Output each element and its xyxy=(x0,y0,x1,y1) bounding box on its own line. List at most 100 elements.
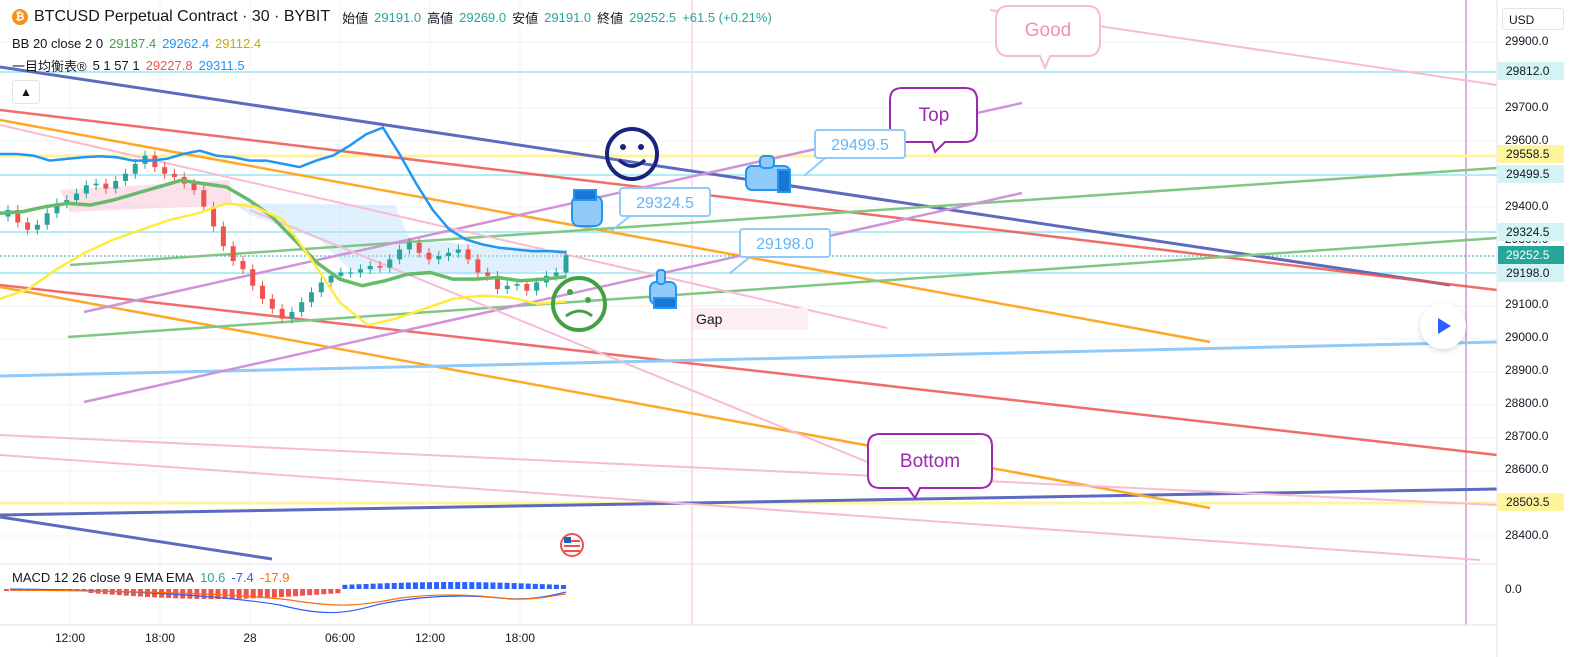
price-callout-1-text: 29499.5 xyxy=(831,137,889,154)
candle-body xyxy=(338,272,344,276)
play-icon[interactable] xyxy=(1420,303,1466,349)
candle-body xyxy=(260,285,266,299)
candle-body xyxy=(494,275,500,289)
low-label: 安値 xyxy=(512,10,539,26)
price-tick: 28600.0 xyxy=(1505,462,1549,477)
price-tag[interactable]: 29198.0 xyxy=(1498,264,1564,283)
gap-label: Gap xyxy=(696,311,723,327)
candle-body xyxy=(436,256,442,260)
macd-name[interactable]: MACD 12 26 close 9 EMA EMA xyxy=(12,570,195,585)
price-tick: 29700.0 xyxy=(1505,99,1549,114)
bb-upper: 29262.4 xyxy=(162,35,210,51)
candle-body xyxy=(171,173,177,178)
pointing-hand-icon[interactable] xyxy=(745,155,791,193)
candle-body xyxy=(54,203,60,214)
candle-body xyxy=(377,265,383,268)
sad-face-icon[interactable] xyxy=(551,276,607,332)
macd-bar xyxy=(222,589,228,599)
pointing-hand-icon-2[interactable] xyxy=(571,189,603,227)
candle-body xyxy=(74,193,80,201)
price-tag[interactable]: 29812.0 xyxy=(1498,61,1564,80)
symbol-title[interactable]: BTCUSD Perpetual Contract · 30 · BYBIT xyxy=(34,8,331,25)
macd-bar xyxy=(335,589,341,594)
macd-bar xyxy=(4,589,9,591)
macd-bar xyxy=(363,583,369,589)
macd-bar xyxy=(342,584,348,589)
price-tag[interactable]: 29324.5 xyxy=(1498,222,1564,241)
ichimoku-v2: 29311.5 xyxy=(198,57,245,73)
price-callout-2[interactable]: 29324.5 xyxy=(609,187,711,233)
price-tick: 29000.0 xyxy=(1505,330,1549,345)
macd-bar xyxy=(286,589,291,597)
price-tag[interactable]: 29252.5 xyxy=(1498,246,1564,265)
macd-bar xyxy=(384,583,390,589)
candle-body xyxy=(25,222,31,230)
candle-body xyxy=(34,224,40,230)
time-tick: 28 xyxy=(243,631,257,645)
price-axis-bg xyxy=(1497,0,1575,657)
currency-button[interactable]: USD xyxy=(1502,8,1564,30)
us-flag-icon[interactable] xyxy=(560,533,584,557)
bb-name[interactable]: BB 20 close 2 0 xyxy=(12,35,104,51)
macd-bar xyxy=(518,583,524,589)
candle-body xyxy=(563,255,569,273)
bb-upper-line xyxy=(0,126,567,254)
candle-body xyxy=(367,265,373,270)
candle-body xyxy=(475,259,481,273)
macd-bar xyxy=(356,584,362,589)
macd-bar xyxy=(497,582,503,589)
candle-body xyxy=(397,249,403,260)
smiley-icon[interactable] xyxy=(605,127,659,181)
bb-lower: 29112.4 xyxy=(215,35,262,51)
chevron-up-icon[interactable]: ▲ xyxy=(12,80,40,104)
pointing-hand-icon-3[interactable] xyxy=(649,269,677,309)
macd-bar xyxy=(243,589,249,599)
macd-bar xyxy=(434,582,440,589)
candle-body xyxy=(211,206,217,227)
macd-bar xyxy=(405,582,411,589)
bottom-callout[interactable]: Bottom xyxy=(867,433,993,500)
candle-body xyxy=(553,272,559,276)
price-callout-1[interactable]: 29499.5 xyxy=(803,129,906,177)
macd-bar xyxy=(455,582,461,589)
candle-body xyxy=(279,308,285,319)
gap-label-box: Gap xyxy=(693,308,808,330)
bb-basis-line xyxy=(0,178,567,288)
macd-bar xyxy=(483,582,489,589)
high-value: 29269.0 xyxy=(459,9,507,25)
price-tag[interactable]: 29499.5 xyxy=(1498,164,1564,183)
good-callout[interactable]: Good xyxy=(995,5,1101,71)
candle-body xyxy=(201,190,207,207)
ichimoku-params: 5 1 57 1 xyxy=(92,57,140,73)
candle-body xyxy=(44,213,50,225)
price-tick: 28400.0 xyxy=(1505,528,1549,542)
candle-body xyxy=(132,163,138,174)
price-tag[interactable]: 28503.5 xyxy=(1498,492,1564,511)
price-tick: 28800.0 xyxy=(1505,396,1549,411)
price-callout-3[interactable]: 29198.0 xyxy=(729,228,831,274)
macd-legend: MACD 12 26 close 9 EMA EMA 10.6 -7.4 -17… xyxy=(12,570,289,585)
ichimoku-cloud xyxy=(232,203,565,275)
macd-bar xyxy=(377,583,383,589)
time-tick: 18:00 xyxy=(144,631,176,645)
candle-body xyxy=(534,282,540,291)
price-tag[interactable]: 29558.5 xyxy=(1498,145,1564,164)
candle-body xyxy=(250,269,256,286)
macd-bar xyxy=(293,589,299,597)
bitcoin-icon: ₿ xyxy=(12,9,28,25)
candle-body xyxy=(113,180,119,189)
macd-axis-tick: 0.0 xyxy=(1505,582,1522,596)
candle-body xyxy=(83,185,89,194)
time-tick: 12:00 xyxy=(54,631,86,645)
candle-body xyxy=(348,272,354,274)
trend-lines[interactable] xyxy=(0,9,1498,561)
top-callout[interactable]: Top xyxy=(889,87,978,154)
candle-body xyxy=(455,249,461,253)
price-tick: 29100.0 xyxy=(1505,297,1549,312)
candle-body xyxy=(152,155,158,168)
macd-bar xyxy=(504,582,510,589)
candle-body xyxy=(328,275,334,283)
macd-bar xyxy=(448,582,454,589)
ichimoku-name[interactable]: 一目均衡表® xyxy=(12,58,87,74)
